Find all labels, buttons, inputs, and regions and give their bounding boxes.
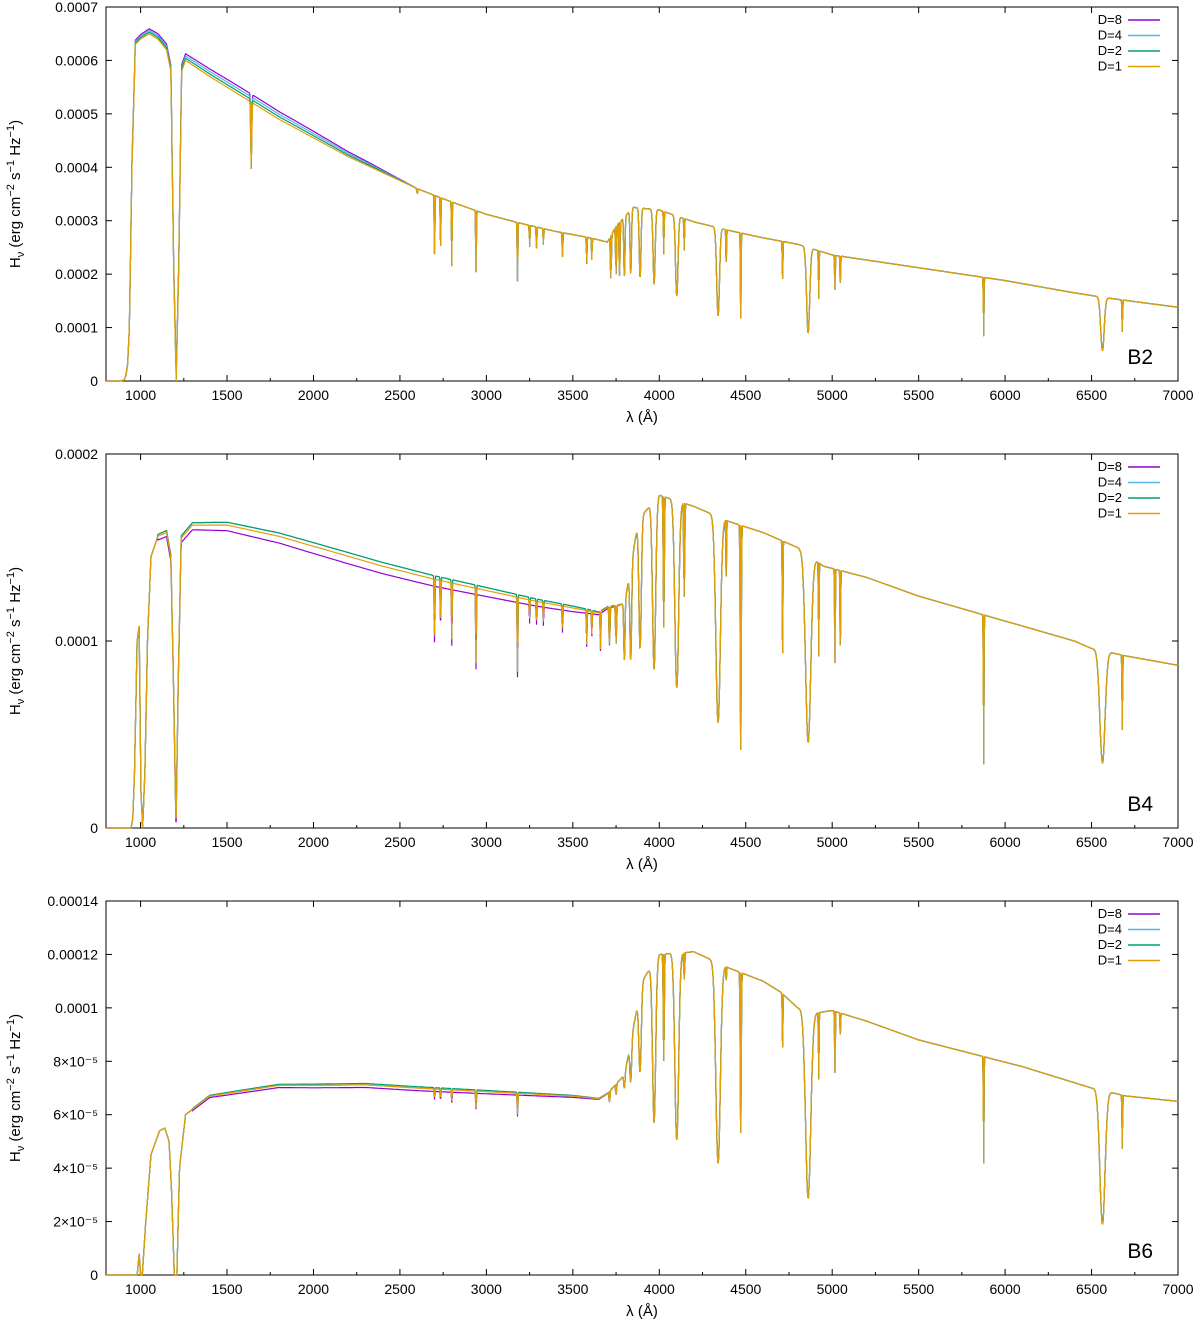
y-axis-label: Hν (erg cm−2 s−1 Hz−1) [5,120,27,268]
y-tick-label: 2×10⁻⁵ [53,1214,98,1230]
plot-frame [105,453,1179,829]
x-tick-label: 7000 [1162,834,1193,850]
x-tick-label: 3000 [471,387,502,403]
legend-label: D=2 [1098,43,1122,58]
y-tick-label: 0.0006 [55,52,98,68]
x-tick-label: 6500 [1076,1281,1107,1297]
x-axis-label: λ (Å) [626,409,658,426]
chart-panel-b6: 1000 1500 2000 2500 3000 3500 4000 4500 5000 5500… [5,893,1194,1320]
y-axis-label: Hν (erg cm−2 s−1 Hz−1) [5,567,27,715]
x-axis-label: λ (Å) [626,856,658,873]
y-tick-label: 0.0007 [55,0,98,15]
y-tick-label: 0.0001 [55,320,98,336]
x-tick-label: 3500 [557,387,588,403]
y-tick-label: 8×10⁻⁵ [53,1053,98,1069]
x-axis-label: λ (Å) [626,1303,658,1320]
series-line-d1 [106,494,1179,829]
x-tick-label: 6500 [1076,834,1107,850]
series-line-d8 [106,28,1179,382]
legend-label: D=4 [1098,475,1122,490]
x-tick-label: 1500 [211,1281,242,1297]
series-line-d1 [106,33,1179,382]
panel-label: B6 [1127,1240,1153,1263]
x-tick-label: 1000 [125,1281,156,1297]
y-tick-label: 0 [90,1267,98,1283]
x-tick-label: 1000 [125,387,156,403]
series-line-d4 [106,29,1179,382]
legend-label: D=1 [1098,506,1122,521]
x-tick-label: 1500 [211,387,242,403]
x-tick-label: 3000 [471,1281,502,1297]
plot-frame [105,6,1179,382]
x-tick-label: 5500 [903,1281,934,1297]
legend-label: D=4 [1098,922,1122,937]
y-tick-label: 0.0004 [55,159,98,175]
x-tick-label: 1500 [211,834,242,850]
legend-label: D=8 [1098,906,1122,921]
x-tick-label: 3000 [471,834,502,850]
y-tick-label: 6×10⁻⁵ [53,1107,98,1123]
x-tick-label: 4500 [730,834,761,850]
legend-label: D=1 [1098,59,1122,74]
chart-panel-b4: 1000 1500 2000 2500 3000 3500 4000 4500 5000 5500… [5,446,1194,873]
x-tick-label: 2000 [298,1281,329,1297]
x-tick-label: 7000 [1162,387,1193,403]
x-tick-label: 5000 [817,387,848,403]
y-tick-label: 0 [90,373,98,389]
y-axis-label: Hν (erg cm−2 s−1 Hz−1) [5,1014,27,1162]
x-tick-label: 6000 [990,387,1021,403]
x-tick-label: 2000 [298,834,329,850]
y-tick-label: 0.0001 [55,633,98,649]
x-tick-label: 3500 [557,834,588,850]
y-tick-label: 0.0005 [55,106,98,122]
x-tick-label: 7000 [1162,1281,1193,1297]
x-tick-label: 2500 [384,834,415,850]
y-tick-label: 0 [90,820,98,836]
legend-label: D=8 [1098,12,1122,27]
x-tick-label: 6000 [990,1281,1021,1297]
x-tick-label: 3500 [557,1281,588,1297]
y-tick-label: 4×10⁻⁵ [53,1160,98,1176]
panel-label: B4 [1127,793,1153,816]
y-tick-label: 0.00012 [47,946,98,962]
x-tick-label: 4000 [644,1281,675,1297]
y-tick-label: 0.00014 [47,893,98,909]
legend-label: D=4 [1098,28,1122,43]
chart-panel-b2: 1000 1500 2000 2500 3000 3500 4000 4500 5000 5500… [5,0,1194,426]
y-tick-label: 0.0002 [55,446,98,462]
x-tick-label: 6000 [990,834,1021,850]
legend-label: D=2 [1098,937,1122,952]
x-tick-label: 4000 [644,834,675,850]
x-tick-label: 5000 [817,834,848,850]
y-tick-label: 0.0003 [55,213,98,229]
x-tick-label: 1000 [125,834,156,850]
x-tick-label: 2500 [384,387,415,403]
y-tick-label: 0.0001 [55,1000,98,1016]
x-tick-label: 5000 [817,1281,848,1297]
x-tick-label: 5500 [903,387,934,403]
x-tick-label: 5500 [903,834,934,850]
panel-label: B2 [1127,346,1153,369]
legend-label: D=2 [1098,490,1122,505]
series-line-d2 [106,31,1179,382]
legend-label: D=8 [1098,459,1122,474]
x-tick-label: 2000 [298,387,329,403]
x-tick-label: 4000 [644,387,675,403]
x-tick-label: 4500 [730,387,761,403]
plot-frame [105,900,1179,1276]
legend-label: D=1 [1098,953,1122,968]
series-line-d1 [106,951,1179,1276]
x-tick-label: 6500 [1076,387,1107,403]
x-tick-label: 2500 [384,1281,415,1297]
x-tick-label: 4500 [730,1281,761,1297]
y-tick-label: 0.0002 [55,266,98,282]
